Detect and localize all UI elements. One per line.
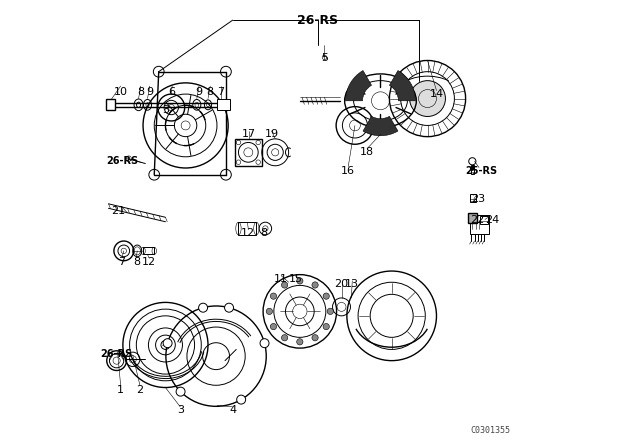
Circle shape bbox=[327, 308, 333, 314]
Bar bbox=[470, 165, 474, 174]
Text: 12: 12 bbox=[142, 257, 156, 267]
Text: 26-RS: 26-RS bbox=[297, 13, 339, 27]
Text: 4: 4 bbox=[229, 405, 236, 415]
Text: C0301355: C0301355 bbox=[470, 426, 510, 435]
Text: 9: 9 bbox=[195, 87, 203, 97]
Text: 7: 7 bbox=[118, 257, 125, 267]
Text: 12: 12 bbox=[241, 228, 255, 238]
Text: 3: 3 bbox=[162, 105, 169, 115]
Text: 6: 6 bbox=[169, 87, 175, 97]
Circle shape bbox=[163, 339, 172, 348]
Circle shape bbox=[282, 282, 288, 288]
Text: 23: 23 bbox=[470, 194, 484, 204]
Circle shape bbox=[297, 278, 303, 284]
Circle shape bbox=[266, 308, 273, 314]
Text: 26-RS: 26-RS bbox=[100, 349, 132, 359]
Text: 1: 1 bbox=[117, 385, 124, 395]
Bar bbox=[470, 194, 476, 202]
Wedge shape bbox=[346, 70, 371, 101]
Circle shape bbox=[297, 339, 303, 345]
Circle shape bbox=[312, 282, 318, 288]
Text: 22: 22 bbox=[470, 215, 485, 224]
Text: 9: 9 bbox=[146, 87, 154, 97]
Bar bbox=[217, 99, 230, 110]
Wedge shape bbox=[389, 70, 415, 101]
Text: 5: 5 bbox=[321, 53, 328, 63]
Text: 2: 2 bbox=[136, 385, 143, 395]
Text: 8: 8 bbox=[132, 257, 140, 267]
Text: 3: 3 bbox=[177, 405, 184, 415]
Text: 14: 14 bbox=[429, 89, 444, 99]
Bar bbox=[239, 222, 257, 235]
Text: 20: 20 bbox=[335, 280, 349, 289]
Circle shape bbox=[323, 323, 330, 330]
Bar bbox=[106, 99, 115, 110]
Text: 7: 7 bbox=[217, 87, 224, 97]
Text: 25-RS: 25-RS bbox=[465, 166, 497, 176]
Bar bbox=[470, 215, 489, 234]
Text: 11: 11 bbox=[274, 274, 288, 284]
Bar bbox=[235, 139, 262, 166]
Wedge shape bbox=[363, 116, 398, 136]
Text: 15: 15 bbox=[289, 274, 302, 284]
Text: 17: 17 bbox=[242, 129, 256, 139]
Circle shape bbox=[312, 335, 318, 341]
Text: 8: 8 bbox=[207, 87, 214, 97]
Text: 8: 8 bbox=[137, 87, 145, 97]
Bar bbox=[143, 247, 154, 254]
Text: 21: 21 bbox=[111, 206, 125, 215]
Bar bbox=[481, 216, 488, 224]
Bar bbox=[468, 213, 477, 223]
Circle shape bbox=[176, 387, 185, 396]
Text: 18: 18 bbox=[360, 147, 374, 157]
Circle shape bbox=[198, 303, 207, 312]
Text: 19: 19 bbox=[264, 129, 278, 139]
Circle shape bbox=[282, 335, 288, 341]
Circle shape bbox=[237, 395, 246, 404]
Circle shape bbox=[270, 323, 276, 330]
Text: 10: 10 bbox=[114, 87, 127, 97]
Circle shape bbox=[260, 339, 269, 348]
Circle shape bbox=[410, 81, 445, 116]
Text: 26-RS: 26-RS bbox=[106, 156, 138, 166]
Text: 16: 16 bbox=[341, 166, 355, 176]
Text: 8: 8 bbox=[260, 228, 268, 238]
Circle shape bbox=[323, 293, 330, 299]
Text: 24: 24 bbox=[485, 215, 500, 224]
Circle shape bbox=[270, 293, 276, 299]
Circle shape bbox=[225, 303, 234, 312]
Text: 13: 13 bbox=[345, 280, 359, 289]
